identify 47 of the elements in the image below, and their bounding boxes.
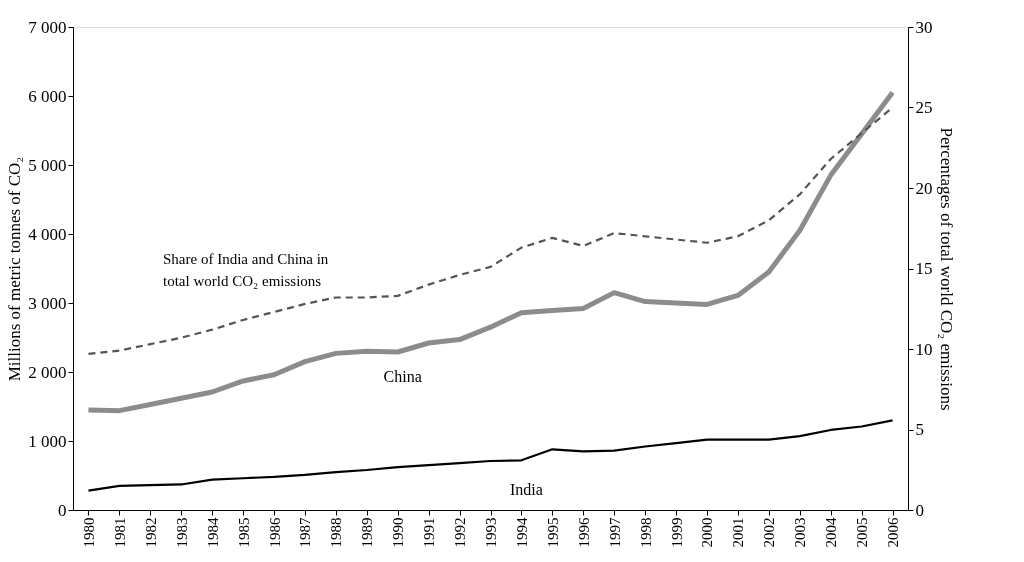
y-tick-label: 2 000 [28,362,67,382]
series-label: China [383,367,422,385]
y2-tick-label: 25 [915,98,933,117]
x-tick-label: 1992 [452,517,469,548]
x-tick-label: 1987 [297,517,314,548]
x-tick-label: 1988 [328,517,345,548]
x-tick-label: 1984 [204,517,221,548]
x-tick-label: 1998 [637,517,654,548]
y-tick-label: 1 000 [28,431,67,451]
x-tick-label: 2006 [885,517,902,548]
x-tick-label: 1993 [483,517,499,548]
x-tick-label: 1996 [575,517,592,548]
x-tick-label: 2004 [823,517,840,548]
y-tick-label: 5 000 [28,155,67,175]
x-tick-label: 2005 [854,517,871,548]
y-tick-label: 7 000 [28,17,67,37]
x-tick-label: 1983 [173,517,190,548]
y-tick-label: 3 000 [28,293,67,313]
x-tick-label: 1980 [80,517,97,548]
y2-axis-title: Percentages of total world CO₂ emissions [936,127,956,411]
x-tick-label: 2000 [699,517,716,548]
x-tick-label: 1989 [359,517,376,548]
x-tick-label: 1985 [235,517,252,548]
y-tick-label: 6 000 [28,86,67,106]
y2-tick-label: 20 [915,178,933,198]
y2-tick-label: 30 [915,17,933,37]
x-tick-label: 2002 [761,517,778,548]
x-tick-label: 2001 [730,517,747,548]
y2-tick-label: 5 [915,420,924,439]
x-tick-label: 1982 [142,517,159,548]
x-tick-label: 1981 [111,517,128,548]
y-tick-label: 4 000 [28,224,67,244]
x-tick-label: 1997 [606,517,623,548]
x-tick-label: 1995 [544,517,561,548]
y-axis-title: Millions of metric tonnes of CO₂ [5,156,25,382]
x-tick-label: 1994 [513,517,530,548]
x-tick-label: 1986 [266,517,283,548]
y2-tick-label: 10 [915,339,933,359]
x-tick-label: 2003 [792,517,809,548]
y2-tick-label: 0 [915,500,924,520]
series-label: India [509,481,543,499]
x-tick-label: 1990 [390,517,407,548]
x-tick-label: 1991 [421,517,438,548]
x-tick-label: 1999 [668,517,685,548]
y-tick-label: 0 [58,500,67,520]
y2-tick-label: 15 [915,259,933,278]
annotation: Share of India and China in total world CO₂ emissions [163,251,329,289]
